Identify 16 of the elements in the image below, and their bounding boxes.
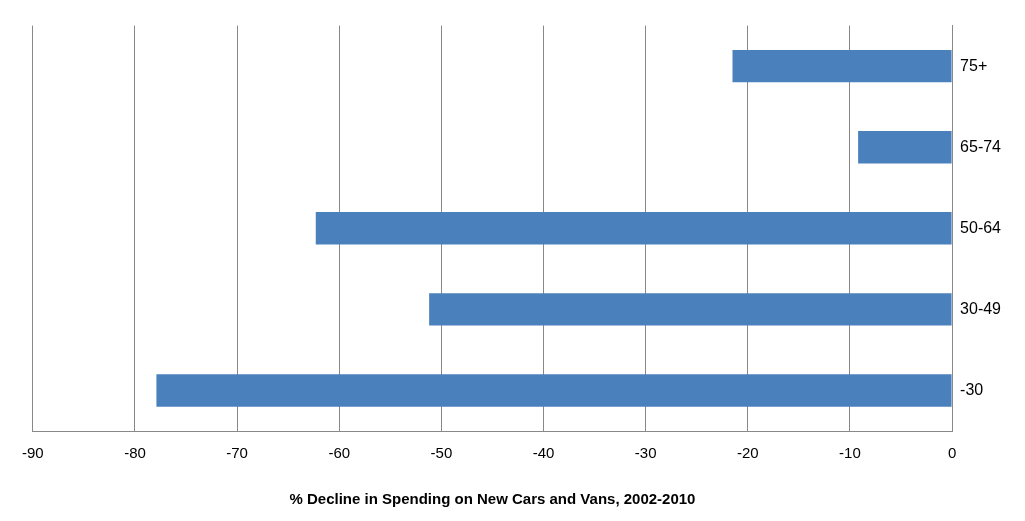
x-tick-label: -70: [226, 444, 248, 462]
x-tick-label: -80: [124, 444, 146, 462]
x-tick-label: 0: [947, 444, 957, 462]
x-tick-label: -10: [839, 444, 861, 462]
x-tick-label: -20: [736, 444, 759, 462]
x-tick-label: -50: [430, 444, 453, 462]
y-tick-label: 30-49: [960, 299, 1002, 317]
y-tick-label: 65-74: [960, 137, 1002, 155]
y-tick-label: -30: [960, 380, 984, 398]
x-axis-title: % Decline in Spending on New Cars and Vans, 2002-2010: [289, 490, 696, 508]
x-tick-label: -30: [634, 444, 657, 462]
y-tick-label: 75+: [960, 56, 988, 74]
x-tick-label: -90: [22, 444, 44, 462]
y-tick-label: 50-64: [960, 218, 1002, 236]
x-tick-label: -60: [328, 444, 351, 462]
x-tick-label: -40: [532, 444, 555, 462]
